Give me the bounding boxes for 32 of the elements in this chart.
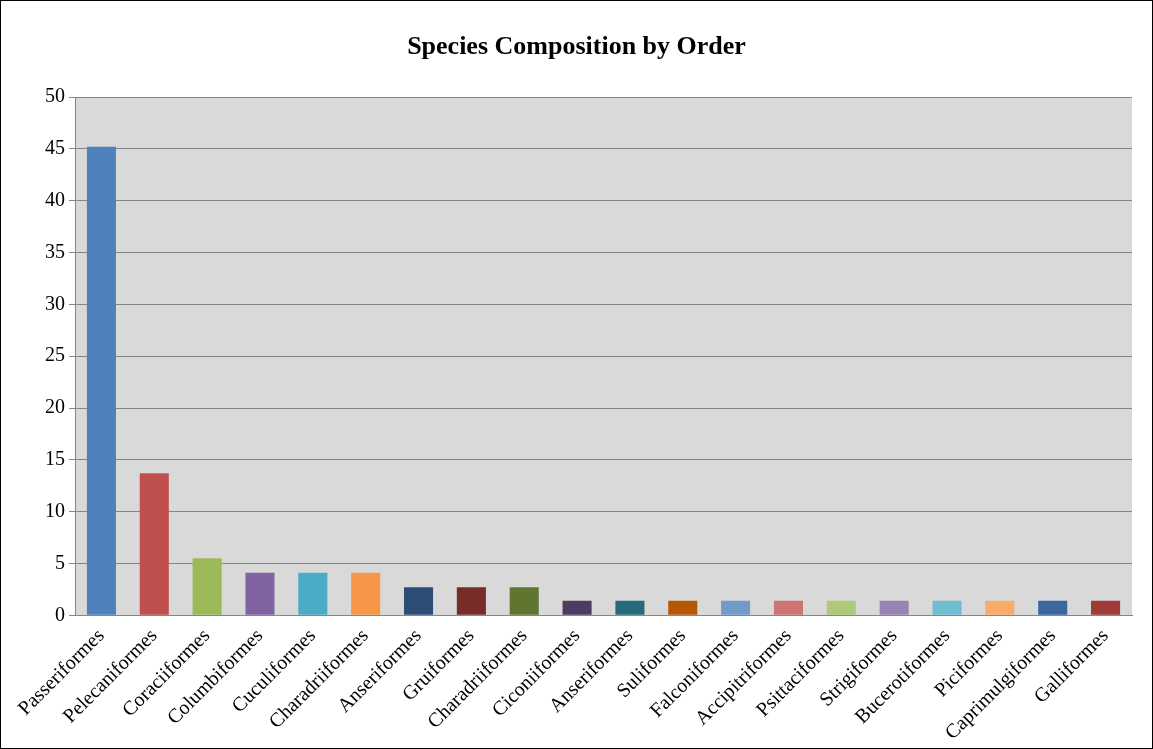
bar [456,587,486,615]
bar [615,600,645,615]
bar [403,587,434,615]
bar [86,146,116,615]
bar [1091,600,1121,615]
y-tick-label: 25 [45,343,65,366]
y-tick-label: 50 [45,84,65,107]
bar [245,572,275,615]
bar [932,600,962,615]
bar [351,572,381,615]
y-tick-label: 5 [55,550,65,573]
bar [826,600,856,615]
bar [1038,600,1068,615]
bar [509,587,539,615]
chart-title: Species Composition by Order [406,31,747,61]
y-tick-label: 45 [45,136,65,159]
bar [721,600,751,615]
y-tick-label: 35 [45,239,65,262]
bar [668,600,698,615]
y-tick-label: 30 [45,291,65,314]
bar [139,473,169,615]
y-tick-label: 15 [45,447,65,470]
y-tick-label: 20 [45,395,65,418]
bar [773,600,804,615]
y-tick-label: 0 [55,602,65,625]
bar [192,558,222,615]
y-tick-label: 40 [45,187,65,210]
bar [562,600,592,615]
bar [879,600,909,615]
bar [985,600,1015,615]
y-tick-label: 10 [45,498,65,521]
bar [298,572,328,615]
